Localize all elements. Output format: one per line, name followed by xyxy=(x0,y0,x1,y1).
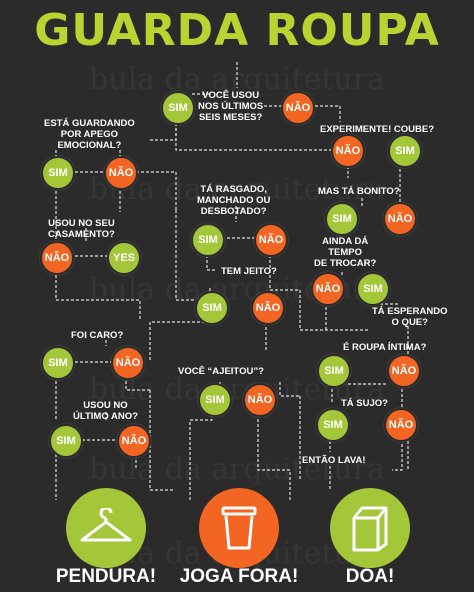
trash-bin-icon xyxy=(221,506,257,550)
question-line: DE TROCAR? xyxy=(314,258,377,269)
question-emotional: ESTÁ GUARDANDO POR APEGO EMOCIONAL? xyxy=(44,118,135,151)
outcome-trash-label: JOGA FORA! xyxy=(179,566,299,587)
question-exchange: AINDA DÁ TEMPO DE TROCAR? xyxy=(314,236,376,269)
question-line: DESBOTADO? xyxy=(200,206,267,217)
question-line: EMOCIONAL? xyxy=(57,140,122,151)
answer-yes-underwear: SIM xyxy=(317,354,351,388)
question-used-six-months: VOCÊ USOU NOS ÚLTIMOS SEIS MESES? xyxy=(198,90,263,123)
question-line: TEM JEITO? xyxy=(221,266,277,277)
question-wedding: USOU NO SEU CASAMENTO? xyxy=(48,218,115,240)
watermark: bula da arquitetura xyxy=(89,452,385,487)
connector xyxy=(149,321,210,360)
question-line: MAS TÁ BONITO? xyxy=(318,186,400,197)
question-waiting: TÁ ESPERANDO O QUE? xyxy=(372,306,447,328)
connector xyxy=(149,390,175,491)
question-expensive: FOI CARO? xyxy=(71,330,123,341)
answer-no-used: NÃO xyxy=(281,91,315,125)
connector xyxy=(125,376,150,391)
outcome-donate-label: DOA! xyxy=(345,566,395,587)
answer-no-last-year: NÃO xyxy=(117,424,151,458)
question-line: O QUE? xyxy=(391,317,428,328)
connector xyxy=(279,382,300,397)
connector xyxy=(175,118,332,151)
connector xyxy=(55,270,141,320)
outcome-donate-circle xyxy=(330,488,410,568)
connector xyxy=(310,105,341,122)
answer-no-underwear: NÃO xyxy=(387,354,421,388)
answer-yes-emotional: SIM xyxy=(41,156,75,190)
connector xyxy=(257,414,291,500)
answer-no-damaged: NÃO xyxy=(254,223,288,257)
connector xyxy=(175,210,195,301)
question-line: TÁ RASGADO, xyxy=(200,184,267,195)
question-line: NOS ÚLTIMOS xyxy=(198,101,264,112)
question-line: USOU NO xyxy=(83,400,128,411)
answer-yes-expensive: SIM xyxy=(41,346,75,380)
question-pretty: MAS TÁ BONITO? xyxy=(318,186,400,197)
answer-yes-adjusted: SIM xyxy=(198,383,232,417)
answer-yes-damaged: SIM xyxy=(191,223,225,257)
answer-yes-last-year: SIM xyxy=(49,424,83,458)
question-try-on: EXPERIMENTE! COUBE? xyxy=(320,124,434,135)
question-line: POR APEGO xyxy=(60,129,118,140)
question-line: TEMPO xyxy=(328,247,363,258)
answer-yes-fits: SIM xyxy=(388,134,422,168)
answer-no-expensive: NÃO xyxy=(111,346,145,380)
page-title: GUARDA ROUPA xyxy=(34,5,440,56)
question-line: MANCHADO OU xyxy=(197,195,271,206)
answer-yes-exchange: SIM xyxy=(356,272,390,306)
question-line: É ROUPA ÍNTIMA? xyxy=(343,342,427,353)
answer-yes-fixable: SIM xyxy=(195,291,229,325)
question-dirty: TÁ SUJO? xyxy=(341,398,388,409)
question-line: VOCÊ “AJEITOU”? xyxy=(178,366,264,377)
outcome-keep-label: PENDURA! xyxy=(55,566,157,587)
donation-box-icon xyxy=(352,506,388,552)
hanger-icon xyxy=(80,508,132,542)
answer-no-fixable: NÃO xyxy=(251,291,285,325)
question-line: EXPERIMENTE! COUBE? xyxy=(320,124,435,135)
question-adjusted: VOCÊ “AJEITOU”? xyxy=(178,366,264,377)
watermark: bula da arquitetura xyxy=(89,172,385,207)
answer-yes-dirty: SIM xyxy=(316,408,350,442)
question-line: ESTÁ GUARDANDO xyxy=(44,118,135,129)
question-line: SEIS MESES? xyxy=(198,112,263,123)
question-last-year: USOU NO ÚLTIMO ANO? xyxy=(73,400,138,422)
answer-no-adjusted: NÃO xyxy=(243,383,277,417)
question-fixable: TEM JEITO? xyxy=(221,266,277,277)
question-underwear: É ROUPA ÍNTIMA? xyxy=(343,342,426,353)
question-damaged: TÁ RASGADO, MANCHADO OU DESBOTADO? xyxy=(197,184,270,217)
outcome-keep-circle xyxy=(66,488,146,568)
question-line: FOI CARO? xyxy=(71,330,124,341)
answer-no-dirty: NÃO xyxy=(384,408,418,442)
answer-yes-pretty: SIM xyxy=(325,202,359,236)
question-wash: ENTÃO LAVA! xyxy=(302,455,366,466)
answer-no-fits: NÃO xyxy=(331,134,365,168)
question-line: USOU NO SEU xyxy=(48,218,115,229)
answer-no-emotional: NÃO xyxy=(104,156,138,190)
answer-yes-used: SIM xyxy=(161,91,195,125)
question-line: TÁ SUJO? xyxy=(341,398,388,409)
answer-no-pretty: NÃO xyxy=(383,202,417,236)
question-line: ÚLTIMO ANO? xyxy=(73,411,138,422)
connector xyxy=(189,414,213,500)
question-line: ENTÃO LAVA! xyxy=(302,455,366,466)
answer-no-exchange: NÃO xyxy=(311,272,345,306)
connector xyxy=(392,384,403,471)
answer-no-wedding: NÃO xyxy=(40,241,74,275)
connector xyxy=(136,171,177,210)
question-line: TÁ ESPERANDO xyxy=(372,306,448,317)
connector xyxy=(269,250,370,331)
answer-yes-wedding: YES xyxy=(107,241,141,275)
outcome-trash-circle xyxy=(199,488,279,568)
question-line: CASAMENTO? xyxy=(48,229,115,240)
question-line: AINDA DÁ xyxy=(322,236,369,247)
question-line: VOCÊ USOU xyxy=(202,90,260,101)
